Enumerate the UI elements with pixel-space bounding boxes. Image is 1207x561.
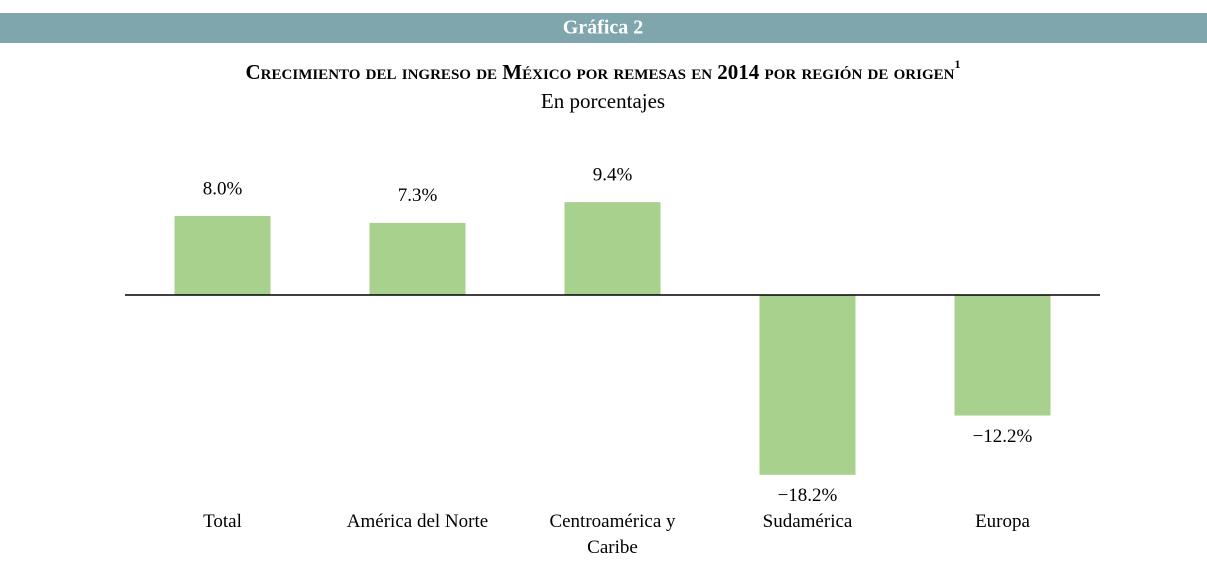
- subtitle: En porcentajes: [541, 89, 665, 113]
- chart-title: Crecimiento del ingreso de México por re…: [246, 60, 955, 84]
- value-label: 7.3%: [398, 185, 438, 206]
- x-tick-label: Centroamérica y Caribe: [549, 511, 676, 558]
- value-label: −12.2%: [973, 426, 1033, 447]
- value-label: 8.0%: [203, 178, 243, 199]
- bar: [759, 295, 856, 475]
- x-tick-label: Sudamérica: [762, 511, 853, 532]
- title-note: 1: [954, 57, 960, 71]
- bar: [954, 295, 1051, 416]
- value-label: 9.4%: [593, 164, 633, 185]
- x-tick-label: América del Norte: [346, 511, 489, 532]
- header: Gráfica 2: [563, 17, 644, 39]
- bar: [369, 222, 466, 295]
- x-tick-label: Europa: [975, 511, 1030, 532]
- chart-title-group: Crecimiento del ingreso de México por re…: [246, 57, 961, 84]
- x-tick-label: Total: [203, 511, 242, 532]
- bar: [174, 215, 271, 295]
- header-band: [0, 13, 1207, 43]
- bar: [564, 202, 661, 295]
- value-label: −18.2%: [778, 485, 838, 506]
